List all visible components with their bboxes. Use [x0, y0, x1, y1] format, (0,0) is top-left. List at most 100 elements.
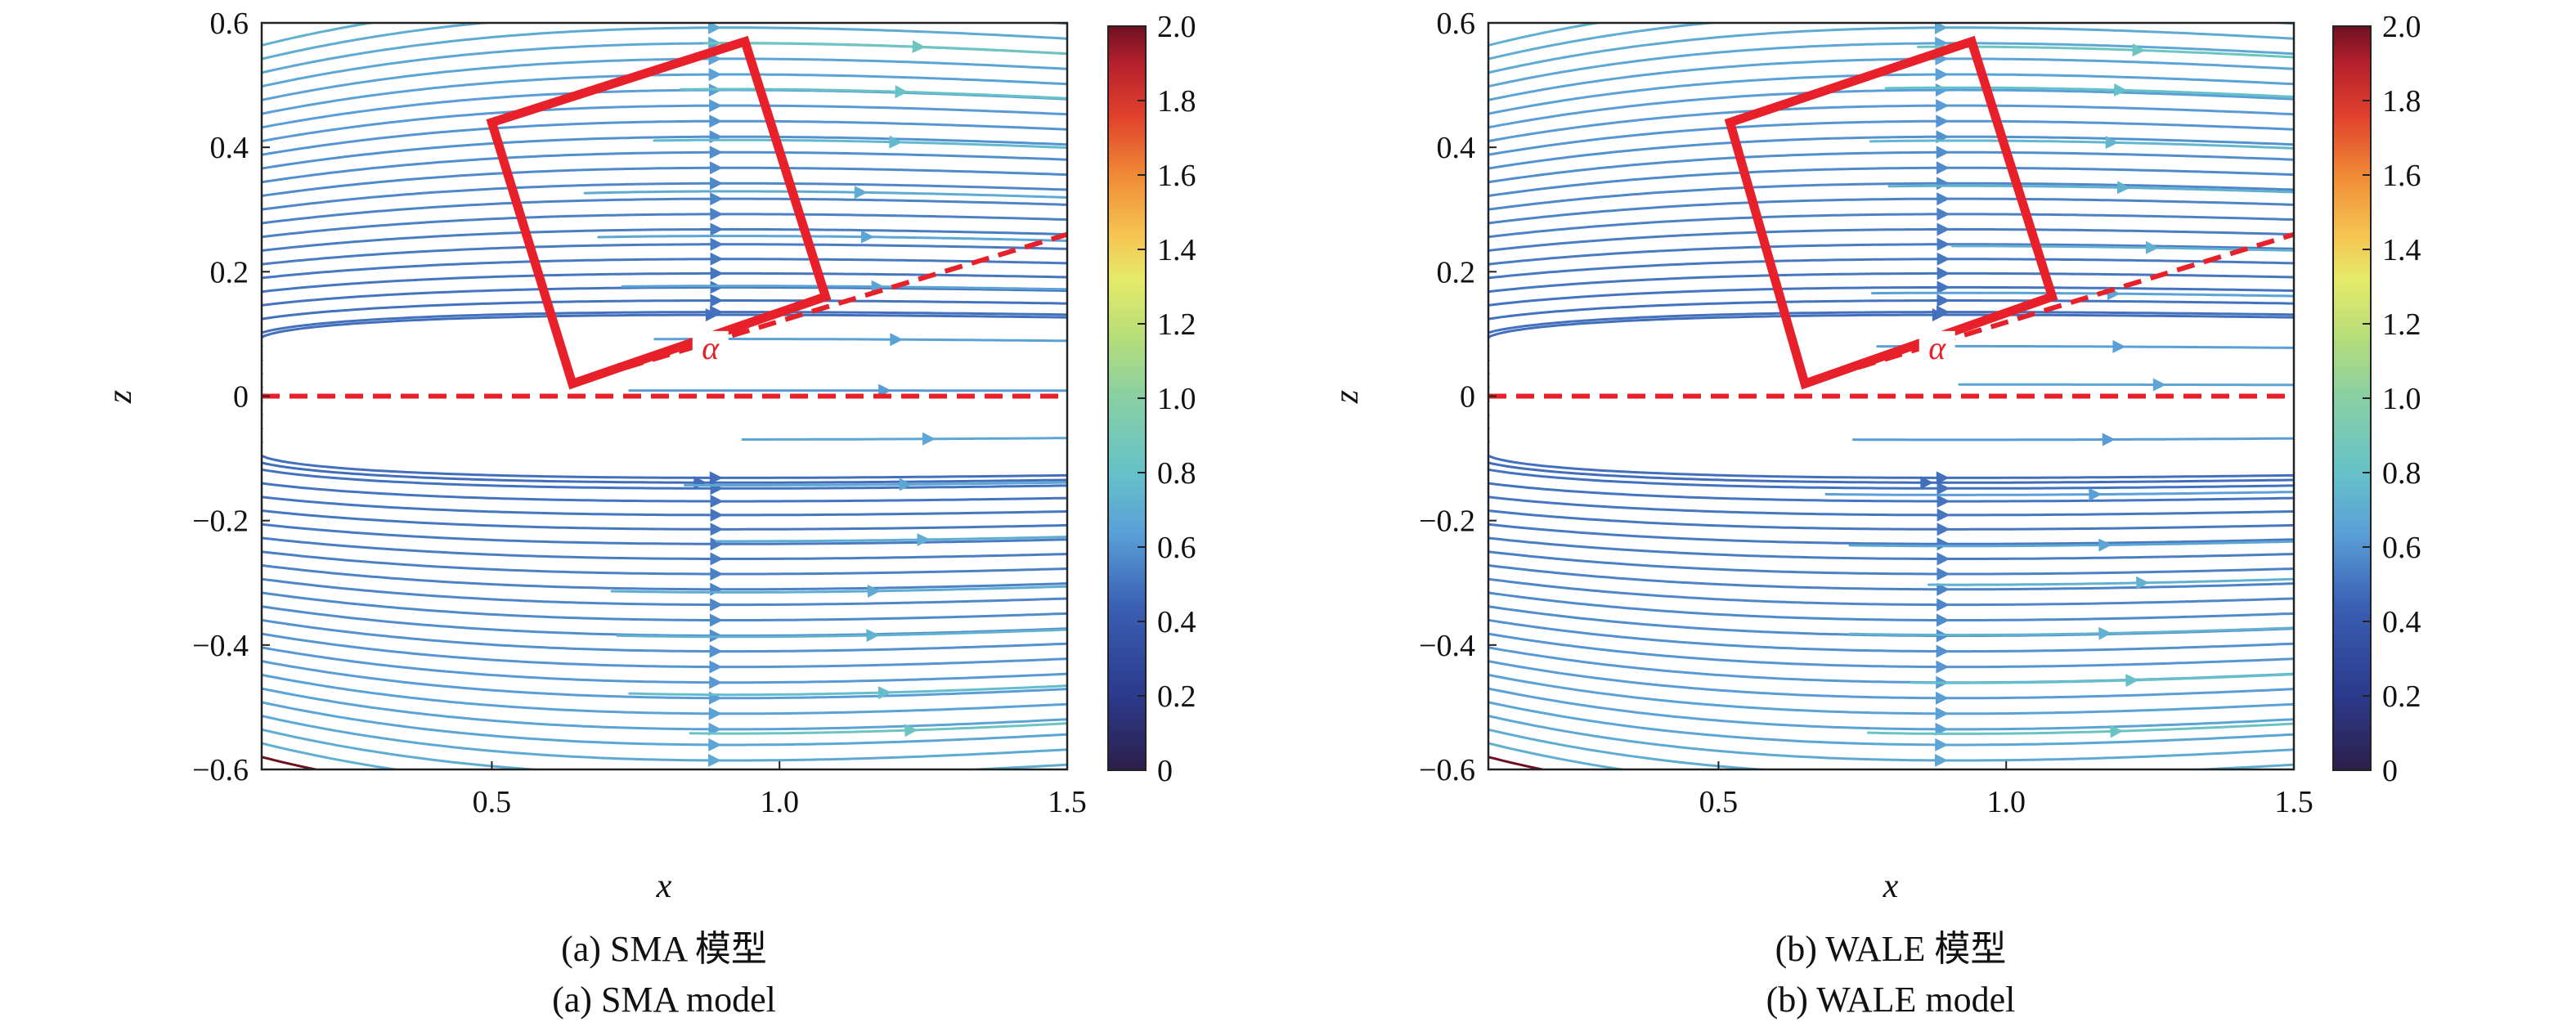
streamline-arrow — [709, 161, 723, 175]
streamline-arrow — [1936, 644, 1950, 658]
streamline — [1488, 135, 2294, 170]
streamline — [262, 563, 1067, 591]
streamline-arrow — [944, 397, 957, 410]
streamline-arrow — [709, 660, 723, 674]
streamline-arrow — [710, 280, 724, 294]
colorbar-b: 0 0.2 0.4 0.6 0.8 1.0 1.2 1.4 1.6 1.8 2.0 — [2332, 10, 2421, 788]
streamline — [1488, 150, 2294, 184]
streamline — [1869, 139, 2294, 150]
y-tick-label: −0.4 — [1419, 629, 1475, 663]
streamline-arrow — [710, 522, 724, 536]
streamline-arrow — [899, 478, 913, 491]
y-tick-label: 0 — [233, 380, 249, 415]
streamline-arrow — [2105, 136, 2119, 150]
y-tick-label: 0.4 — [1437, 131, 1476, 165]
colorbar-tick-label: 1.6 — [1157, 159, 1196, 193]
streamline-arrow — [708, 706, 722, 720]
streamline-arrow — [1935, 738, 1949, 751]
streamline — [1488, 166, 2294, 197]
x-axis-label-b: x — [1883, 868, 1899, 905]
colorbar-ticks-a: 0 0.2 0.4 0.6 0.8 1.0 1.2 1.4 1.6 1.8 2.0 — [1138, 10, 1196, 788]
streamline — [262, 701, 1067, 747]
streamline-arrow — [1936, 280, 1950, 294]
streamline — [1488, 509, 2294, 531]
streamline-arrow — [710, 237, 724, 251]
streamline-arrow — [1936, 305, 1950, 319]
streamlines-b — [944, 23, 2294, 798]
streamline — [1867, 722, 2294, 735]
streamline-arrow — [708, 68, 722, 82]
streamline — [1917, 45, 2294, 59]
colorbar-tick-label: 1.6 — [2382, 159, 2421, 193]
streamline-arrow — [1936, 114, 1950, 128]
streamline-arrow — [1936, 691, 1949, 705]
streamline-arrow — [1637, 780, 1651, 793]
streamline-arrow — [708, 753, 721, 767]
streamline — [1851, 437, 2294, 442]
streamline — [1928, 577, 2294, 586]
streamline — [680, 87, 1067, 100]
streamline-arrow — [1936, 222, 1950, 236]
streamline-arrow — [854, 186, 868, 200]
y-tick-label: 0 — [1460, 380, 1475, 415]
streamline-arrow — [1934, 23, 1948, 34]
streamline — [1488, 213, 2294, 239]
streamline — [1488, 742, 1631, 769]
streamline-arrow — [1936, 471, 1950, 485]
y-tick-label: 0.4 — [210, 131, 249, 165]
streamline-arrow — [944, 354, 957, 367]
streamline — [1488, 591, 2294, 621]
streamline — [1488, 536, 2294, 560]
axes-a: 0.5 1.0 1.5 −0.6 −0.4 −0.2 0 0.2 0.4 0.6 — [192, 7, 1087, 819]
streamline — [1488, 715, 2294, 762]
y-tick-label: 0.6 — [210, 7, 249, 41]
streamline — [1488, 88, 2294, 129]
streamline — [262, 299, 1067, 321]
streamline-arrow — [866, 629, 880, 643]
streamline-arrow — [1935, 83, 1949, 97]
streamline-arrow — [709, 644, 723, 658]
y-tick-label: −0.2 — [192, 505, 249, 539]
streamline-arrow — [2152, 378, 2166, 392]
annotations-a: α — [262, 35, 1067, 399]
streamline-arrow — [708, 738, 722, 751]
colorbar-tick-label: 0.4 — [1157, 605, 1196, 639]
streamline — [262, 660, 1067, 700]
streamline — [1488, 311, 2294, 334]
streamline — [1488, 632, 2294, 669]
streamline-arrow — [1936, 552, 1950, 566]
colorbar-tick-label: 0.8 — [2382, 456, 2421, 491]
streamline — [684, 481, 1067, 487]
streamline-arrow — [889, 135, 903, 149]
streamline — [621, 285, 1067, 291]
streamline-arrow — [411, 780, 424, 793]
streamline — [1824, 491, 2294, 496]
panel-b: α 0.5 1.0 1.5 −0.6 −0.4 −0.2 0 0.2 0.4 0.6 x z (b… — [944, 7, 2313, 1020]
streamline-arrow — [944, 419, 957, 432]
streamline — [262, 591, 1067, 621]
streamline — [1488, 104, 2294, 143]
streamline — [262, 271, 1067, 294]
streamline — [262, 413, 263, 416]
streamline-arrow — [710, 598, 724, 612]
x-tick-label: 0.5 — [1699, 785, 1739, 819]
streamline — [262, 455, 1067, 479]
x-tick-label: 1.0 — [1986, 785, 2026, 819]
streamline-arrow — [1934, 785, 1947, 798]
streamline — [741, 437, 1067, 441]
streamline — [262, 26, 1067, 74]
streamline — [262, 213, 1067, 239]
streamline — [262, 618, 1067, 653]
streamline-arrow — [1936, 267, 1950, 280]
streamline — [597, 235, 1067, 242]
streamline — [1488, 577, 2294, 607]
streamline — [262, 104, 1067, 143]
streamline — [262, 496, 1067, 517]
streamline-arrow — [710, 207, 724, 221]
streamline — [262, 742, 404, 769]
colorbar-tick-label: 1.0 — [2382, 382, 2421, 416]
streamline — [262, 577, 1067, 607]
colorbar-tick-label: 2.0 — [1157, 10, 1196, 44]
streamline-arrow — [1936, 252, 1950, 266]
streamline — [1488, 413, 1490, 416]
